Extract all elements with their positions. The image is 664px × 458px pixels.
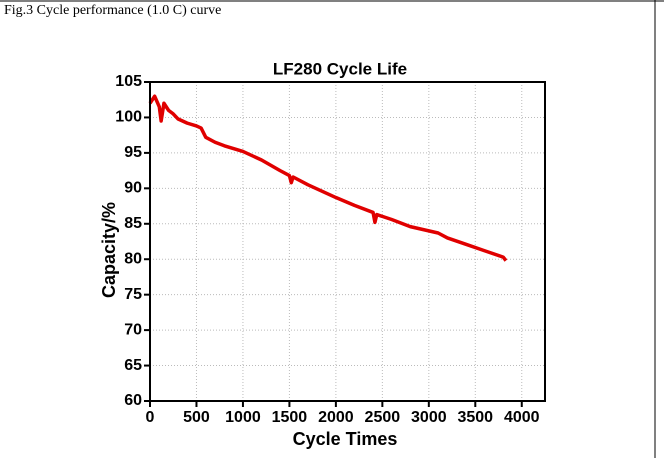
y-tick-label: 75: [124, 286, 142, 303]
y-tick-label: 105: [115, 73, 142, 90]
x-tick-label: 0: [146, 409, 155, 426]
x-axis-title: Cycle Times: [293, 429, 398, 449]
x-tick-label: 1500: [272, 409, 308, 426]
y-tick-label: 85: [124, 215, 142, 232]
y-tick-label: 100: [115, 109, 142, 126]
y-axis-title: Capacity/%: [99, 202, 119, 298]
plot-frame: [149, 81, 546, 402]
x-tick-label: 500: [183, 409, 210, 426]
caption: Fig.3 Cycle performance (1.0 C) curve: [4, 3, 221, 18]
y-tick-label: 95: [124, 144, 142, 161]
plot: [148, 94, 508, 262]
y-tick-label: 70: [124, 321, 142, 338]
x-tick-label: 4000: [504, 409, 540, 426]
y-tick-label: 80: [124, 250, 142, 267]
x-tick-label: 3000: [411, 409, 447, 426]
chart-title: LF280 Cycle Life: [273, 59, 407, 78]
y-tick-label: 65: [124, 357, 142, 374]
y-tick-label: 90: [124, 180, 142, 197]
x-tick-label: 3500: [457, 409, 493, 426]
x-tick-label: 2000: [318, 409, 354, 426]
x-tick-label: 1000: [225, 409, 261, 426]
y-tick-label: 60: [124, 392, 142, 409]
x-tick-label: 2500: [365, 409, 401, 426]
data-line: [148, 94, 508, 262]
grid: [149, 81, 545, 402]
